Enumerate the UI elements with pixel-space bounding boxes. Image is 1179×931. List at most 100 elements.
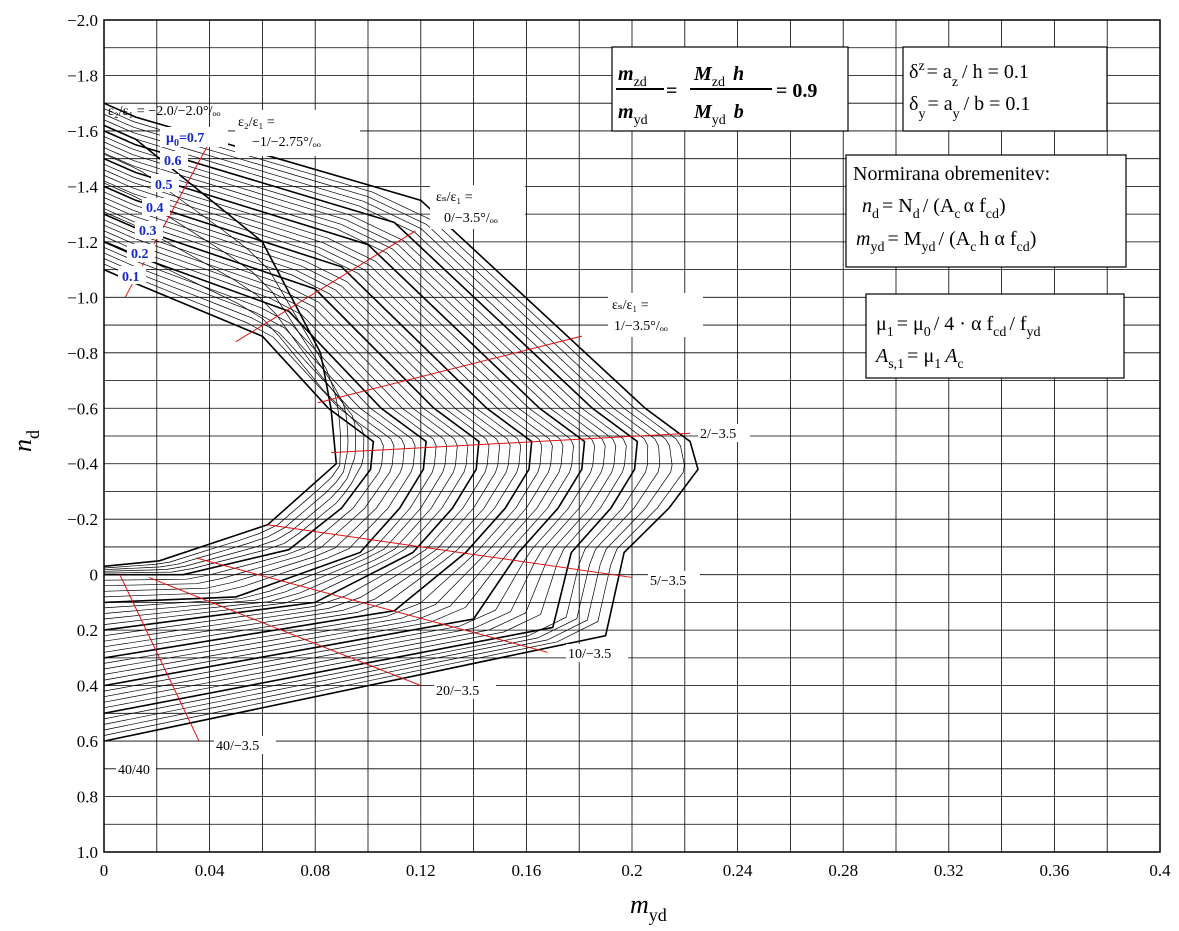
curves: [103, 102, 699, 742]
interp-line: [103, 147, 606, 698]
label-e2-a: ε₂/ε₁ =: [238, 115, 275, 130]
series-line-mu0-0.6: [103, 130, 639, 715]
interp-line: [103, 219, 469, 625]
strain-limit-line: [119, 574, 200, 742]
svg-text:= 0.9: = 0.9: [776, 80, 817, 102]
x-tick-label: 0.12: [406, 861, 436, 880]
x-tick-label: 0.28: [828, 861, 858, 880]
label-40: 40/−3.5: [216, 739, 259, 754]
x-tick-label: 0.16: [512, 861, 542, 880]
y-tick-label: −1.0: [67, 288, 98, 307]
y-tick-label: −0.8: [67, 344, 98, 363]
label-5: 5/−3.5: [650, 574, 686, 589]
mu0-label-07: μ0=0.7: [166, 131, 204, 149]
series-line-mu0-0.5: [103, 157, 586, 687]
svg-text:myd: myd: [618, 101, 648, 128]
svg-text:nd= Nd/ (Acα fcd): nd = Nd / (Ac α fcd): [862, 195, 1006, 222]
interp-line: [103, 202, 500, 642]
strain-limit-line: [331, 432, 691, 454]
y-tick-label: 0: [90, 566, 99, 585]
y-tick-label: 0.8: [77, 788, 98, 807]
x-tick-label: 0.36: [1040, 861, 1070, 880]
interp-line: [103, 191, 522, 653]
interp-line: [103, 247, 416, 598]
x-tick-label: 0.4: [1149, 861, 1171, 880]
label-es1-a: εₛ/ε₁ =: [612, 298, 649, 313]
ratio-box: mzd myd = Mzd h Myd b = 0.9: [611, 46, 849, 132]
reinforcement-box: μ1 = μ0/ 4 · α fcd / fyd As,1 = μ1 Ac: [865, 293, 1125, 379]
label-es1-b: 1/−3.5°/ₒₒ: [614, 319, 668, 334]
interp-line: [103, 153, 342, 569]
series-line-mu0-0.4: [103, 185, 533, 659]
plot-frame: [103, 19, 1161, 853]
series-line-mu0-0.7: [103, 102, 699, 742]
y-axis-label: nd: [8, 430, 43, 452]
series-line-mu0-0.3: [103, 213, 480, 631]
label-top-left: ε₂/ε₁ = −2.0/−2.0°/ₒₒ: [108, 104, 221, 119]
x-axis-label: myd: [630, 890, 667, 925]
mu0-label-05: 0.5: [155, 178, 173, 193]
x-tick-label: 0.04: [195, 861, 225, 880]
x-tick-label: 0.24: [723, 861, 753, 880]
mu0-label-01: 0.1: [122, 270, 140, 285]
normalized-load-box: Normirana obremenitev: nd = Nd / (Ac α fcd)…: [845, 154, 1127, 268]
strain-limit-line: [317, 335, 582, 404]
label-4040: 40/40: [118, 763, 150, 778]
label-2: 2/−3.5: [700, 427, 736, 442]
label-es0-b: 0/−3.5°/ₒₒ: [444, 211, 498, 226]
interp-line: [103, 197, 511, 648]
interp-line: [103, 141, 617, 703]
y-tick-label: 0.4: [77, 677, 99, 696]
x-tick-labels: 0 0.04 0.08 0.12 0.16 0.2 0.24 0.28 0.32 0.36 0.4: [100, 861, 1171, 880]
strain-lines: [119, 141, 691, 742]
interp-line: [103, 180, 543, 664]
interp-line: [103, 230, 448, 614]
interp-line: [103, 174, 553, 670]
label-e2-b: −1/−2.75°/ₒₒ: [252, 135, 321, 150]
x-tick-label: 0.08: [300, 861, 330, 880]
y-tick-label: −1.2: [67, 233, 98, 252]
interp-line: [103, 152, 595, 692]
interp-line: [103, 211, 357, 572]
series-line-mu0-0.2: [103, 241, 427, 604]
y-tick-label: 0.2: [77, 621, 98, 640]
series-line-mu0-0.1: [103, 268, 375, 576]
strain-limit-line: [235, 230, 416, 343]
label-10: 10/−3.5: [568, 647, 611, 662]
svg-text:μ1= μ0/ 4 · α fcd/ fyd: μ1 = μ0/ 4 · α fcd / fyd: [876, 313, 1041, 340]
y-tick-label: −1.6: [67, 122, 98, 141]
delta-box: δz = az / h = 0.1 δy = ay / b = 0.1: [902, 46, 1108, 132]
mu0-label-04: 0.4: [146, 201, 164, 216]
interp-line: [103, 108, 685, 736]
mu0-label-02: 0.2: [131, 247, 149, 262]
mu0-label-06: 0.6: [164, 154, 182, 169]
mu0-label-03: 0.3: [139, 224, 157, 239]
interp-line: [103, 235, 437, 609]
x-tick-label: 0.2: [621, 861, 642, 880]
y-tick-label: −1.4: [67, 177, 98, 196]
series-line-mu0-0: [103, 124, 338, 568]
y-tick-label: 1.0: [77, 843, 98, 862]
interp-line: [103, 119, 661, 725]
svg-text:δz= az/ h = 0.1: δz = az / h = 0.1: [909, 59, 1029, 90]
interp-line: [103, 263, 384, 581]
y-tick-label: −0.4: [67, 455, 98, 474]
y-tick-label: −2.0: [67, 11, 98, 30]
strain-labels: ε₂/ε₁ = −2.0/−2.0°/ₒₒ ε₂/ε₁ = −1/−2.75°/…: [108, 104, 750, 778]
mu0-labels: μ0=0.7 0.6 0.5 0.4 0.3 0.2 0.1: [118, 127, 228, 285]
svg-text:myd= Myd/ (Ach α fcd): myd = Myd / (Ac h α fcd): [856, 228, 1036, 255]
y-tick-label: −1.8: [67, 66, 98, 85]
y-tick-label: −0.6: [67, 399, 98, 418]
y-tick-label: 0.6: [77, 732, 98, 751]
interp-line: [103, 258, 395, 587]
x-tick-label: 0: [100, 861, 109, 880]
interp-line: [103, 208, 490, 637]
strain-limit-line: [196, 557, 548, 653]
interp-line: [103, 224, 458, 620]
strain-limit-line: [267, 524, 633, 578]
y-tick-labels: −2.0 −1.8 −1.6 −1.4 −1.2 −1.0 −0.8 −0.6 −0.4 −0.2…: [67, 11, 98, 862]
svg-text:=: =: [666, 80, 677, 102]
